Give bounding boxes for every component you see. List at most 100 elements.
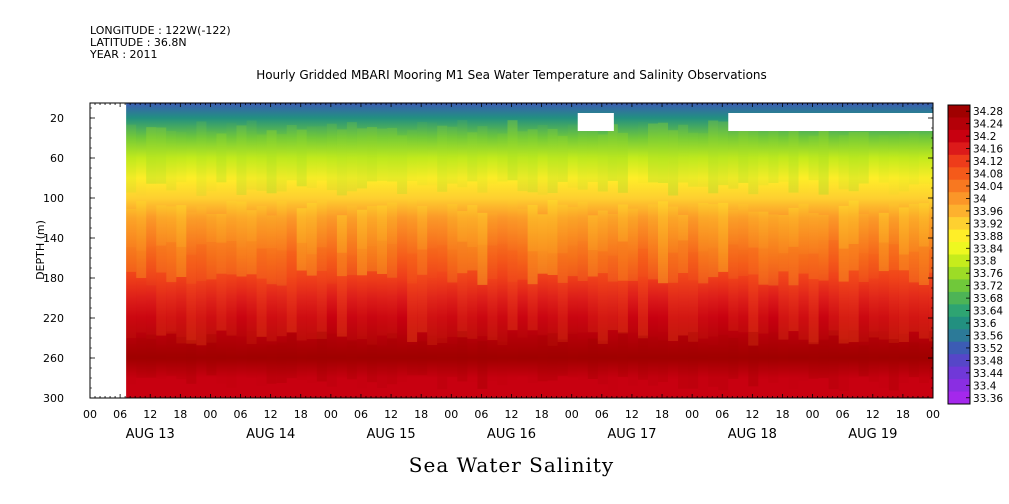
y-tick-label: 260 xyxy=(43,352,64,365)
x-hour-tick-label: 06 xyxy=(836,408,850,421)
x-hour-tick-label: 06 xyxy=(715,408,729,421)
colorbar-level-label: 34.24 xyxy=(973,119,1003,131)
colorbar-swatch xyxy=(948,204,970,218)
latitude-label: LATITUDE : 36.8N xyxy=(90,36,187,49)
colorbar-swatch xyxy=(948,217,970,231)
colorbar-level-label: 33.36 xyxy=(973,393,1003,405)
colorbar-level-label: 33.64 xyxy=(973,306,1003,318)
colorbar-swatch xyxy=(948,242,970,255)
x-hour-tick-label: 12 xyxy=(505,408,519,421)
colorbar-swatch xyxy=(948,329,970,343)
colorbar-swatch xyxy=(948,279,970,293)
salinity-field xyxy=(126,103,933,398)
colorbar-level-label: 33.92 xyxy=(973,218,1003,230)
y-axis-label: DEPTH (m) xyxy=(34,220,47,280)
colorbar-swatch xyxy=(948,266,970,280)
x-hour-tick-label: 00 xyxy=(83,408,97,421)
colorbar-level-label: 33.76 xyxy=(973,268,1003,280)
x-hour-tick-label: 18 xyxy=(655,408,669,421)
x-hour-tick-label: 12 xyxy=(264,408,278,421)
colorbar-swatch xyxy=(948,254,970,268)
colorbar-frame xyxy=(947,104,971,405)
y-tick-label: 100 xyxy=(43,192,64,205)
x-hour-tick-label: 00 xyxy=(324,408,338,421)
colorbar-swatch xyxy=(948,229,970,243)
colorbar-swatch xyxy=(948,154,970,168)
colorbar-swatch xyxy=(948,341,970,355)
x-hour-tick-label: 00 xyxy=(444,408,458,421)
x-hour-tick-label: 12 xyxy=(625,408,639,421)
colorbar-swatch xyxy=(948,354,970,368)
colorbar-level-label: 33.56 xyxy=(973,330,1003,342)
x-day-label: AUG 19 xyxy=(848,427,897,442)
y-tick-label: 180 xyxy=(43,272,64,285)
y-tick-label: 20 xyxy=(50,112,64,125)
colorbar-swatch xyxy=(948,391,970,405)
x-hour-tick-label: 06 xyxy=(474,408,488,421)
colorbar-swatch xyxy=(948,192,970,206)
x-hour-tick-label: 06 xyxy=(595,408,609,421)
x-day-label: AUG 17 xyxy=(607,427,656,442)
colorbar-level-label: 34.2 xyxy=(973,131,996,143)
colorbar-level-label: 34.28 xyxy=(973,106,1003,118)
x-hour-tick-label: 12 xyxy=(745,408,759,421)
x-hour-tick-label: 06 xyxy=(354,408,368,421)
x-hour-tick-label: 00 xyxy=(203,408,217,421)
x-hour-tick-label: 18 xyxy=(173,408,187,421)
chart-title: Hourly Gridded MBARI Mooring M1 Sea Wate… xyxy=(256,68,767,82)
colorbar-swatch xyxy=(948,167,970,181)
colorbar-level-label: 34.16 xyxy=(973,144,1003,156)
x-hour-tick-label: 06 xyxy=(234,408,248,421)
x-hour-tick-label: 18 xyxy=(775,408,789,421)
colorbar-swatch xyxy=(948,179,970,193)
x-hour-tick-label: 18 xyxy=(896,408,910,421)
missing-data-region xyxy=(577,113,614,131)
colorbar-level-label: 33.72 xyxy=(973,281,1003,293)
colorbar-swatch xyxy=(948,142,970,156)
colorbar-level-label: 33.48 xyxy=(973,355,1003,367)
colorbar-swatch xyxy=(948,117,970,131)
x-day-label: AUG 15 xyxy=(366,427,415,442)
x-hour-tick-label: 18 xyxy=(294,408,308,421)
x-hour-tick-label: 12 xyxy=(143,408,157,421)
missing-data-region xyxy=(728,113,933,131)
x-hour-tick-label: 06 xyxy=(113,408,127,421)
colorbar-level-label: 33.68 xyxy=(973,293,1003,305)
x-hour-tick-label: 12 xyxy=(866,408,880,421)
colorbar-level-label: 34.12 xyxy=(973,156,1003,168)
x-hour-tick-label: 18 xyxy=(414,408,428,421)
x-day-label: AUG 18 xyxy=(728,427,777,442)
y-tick-label: 60 xyxy=(50,152,64,165)
x-hour-tick-label: 00 xyxy=(565,408,579,421)
y-tick-label: 220 xyxy=(43,312,64,325)
colorbar-level-label: 33.6 xyxy=(973,318,997,330)
colorbar-level-label: 34 xyxy=(973,193,987,205)
colorbar-level-label: 34.08 xyxy=(973,169,1003,181)
colorbar-swatch xyxy=(948,105,970,118)
colorbar-level-label: 33.44 xyxy=(973,368,1003,380)
x-hour-tick-label: 00 xyxy=(806,408,820,421)
y-tick-label: 300 xyxy=(43,392,64,405)
colorbar-level-label: 33.84 xyxy=(973,243,1003,255)
colorbar-swatch xyxy=(948,379,970,393)
longitude-label: LONGITUDE : 122W(-122) xyxy=(90,24,231,37)
x-hour-tick-label: 12 xyxy=(384,408,398,421)
colorbar-level-label: 33.88 xyxy=(973,231,1003,243)
year-label: YEAR : 2011 xyxy=(90,48,158,61)
x-hour-tick-label: 18 xyxy=(535,408,549,421)
x-day-label: AUG 14 xyxy=(246,427,295,442)
colorbar-level-label: 33.96 xyxy=(973,206,1003,218)
x-axis-label: Sea Water Salinity xyxy=(408,453,615,477)
x-hour-tick-label: 00 xyxy=(926,408,940,421)
colorbar-level-label: 33.4 xyxy=(973,380,997,392)
x-hour-tick-label: 00 xyxy=(685,408,699,421)
y-tick-label: 140 xyxy=(43,232,64,245)
x-day-label: AUG 16 xyxy=(487,427,536,442)
x-day-label: AUG 13 xyxy=(126,427,175,442)
colorbar-swatch xyxy=(948,129,970,143)
colorbar-swatch xyxy=(948,291,970,305)
colorbar-level-label: 33.8 xyxy=(973,256,996,268)
colorbar-swatch xyxy=(948,304,970,318)
